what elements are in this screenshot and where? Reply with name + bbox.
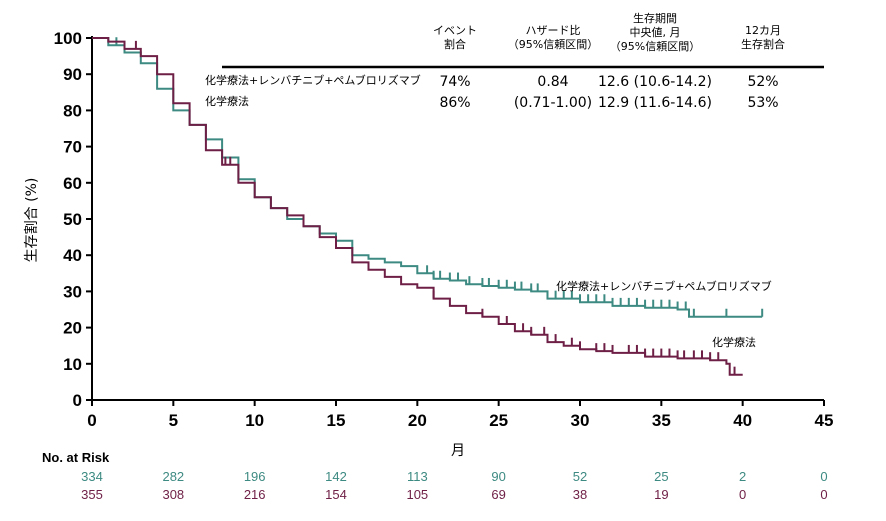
x-tick-label: 45 bbox=[815, 411, 834, 430]
y-tick-label: 0 bbox=[73, 391, 82, 410]
y-tick-label: 80 bbox=[63, 101, 82, 120]
table-header: 生存期間 bbox=[633, 11, 677, 25]
y-axis-label: 生存割合 (%) bbox=[23, 178, 40, 263]
x-axis-label: 月 bbox=[451, 443, 465, 459]
at-risk-value: 142 bbox=[325, 469, 347, 484]
x-tick-label: 25 bbox=[489, 411, 508, 430]
at-risk-value: 196 bbox=[244, 469, 266, 484]
at-risk-value: 282 bbox=[162, 469, 184, 484]
at-risk-title: No. at Risk bbox=[42, 450, 110, 465]
y-tick-label: 10 bbox=[63, 355, 82, 374]
y-tick-label: 100 bbox=[54, 29, 82, 48]
at-risk-value: 69 bbox=[491, 487, 505, 502]
at-risk-value: 0 bbox=[739, 487, 746, 502]
y-tick-label: 60 bbox=[63, 174, 82, 193]
at-risk-value: 19 bbox=[654, 487, 668, 502]
at-risk-value: 52 bbox=[573, 469, 587, 484]
table-cell-events: 74% bbox=[439, 74, 470, 90]
y-tick-label: 50 bbox=[63, 210, 82, 229]
table-cell-12m: 53% bbox=[747, 95, 778, 111]
table-header: イベント bbox=[433, 24, 477, 37]
at-risk-value: 0 bbox=[820, 487, 827, 502]
at-risk-value: 355 bbox=[81, 487, 103, 502]
x-tick-label: 30 bbox=[571, 411, 590, 430]
table-cell-median: 12.6 (10.6-14.2) bbox=[598, 74, 712, 90]
table-row-label: 化学療法+レンバチニブ+ペムブロリズマブ bbox=[205, 73, 421, 87]
at-risk-value: 105 bbox=[406, 487, 428, 502]
table-header: 12カ月 bbox=[745, 24, 781, 37]
table-cell-hr: 0.84 bbox=[537, 74, 568, 90]
axes: 0 10 20 30 40 50 60 70 80 90 100 0 5 10 15 20 25 30 35 40 45… bbox=[23, 29, 833, 459]
x-tick-label: 0 bbox=[87, 411, 96, 430]
y-tick-label: 40 bbox=[63, 246, 82, 265]
table-cell-12m: 52% bbox=[747, 74, 778, 90]
table-cell-events: 86% bbox=[439, 95, 470, 111]
x-tick-label: 15 bbox=[327, 411, 346, 430]
at-risk-value: 25 bbox=[654, 469, 668, 484]
x-tick-label: 10 bbox=[245, 411, 264, 430]
y-tick-label: 70 bbox=[63, 138, 82, 157]
at-risk-value: 113 bbox=[407, 469, 428, 484]
table-row-label: 化学療法 bbox=[205, 94, 249, 108]
series-end-label-combo: 化学療法+レンバチニブ+ペムブロリズマブ bbox=[556, 279, 772, 293]
at-risk-value: 2 bbox=[739, 469, 746, 484]
table-header: 生存割合 bbox=[741, 37, 785, 51]
at-risk-table: No. at Risk 334 282 196 142 113 90 52 25 2 0 355 308… bbox=[42, 450, 828, 502]
at-risk-value: 0 bbox=[820, 469, 827, 484]
table-cell-hr: (0.71-1.00) bbox=[514, 95, 592, 111]
y-tick-label: 20 bbox=[63, 319, 82, 338]
x-tick-label: 5 bbox=[169, 411, 178, 430]
at-risk-value: 334 bbox=[81, 469, 103, 484]
y-tick-label: 30 bbox=[63, 282, 82, 301]
table-header: 割合 bbox=[444, 37, 466, 51]
table-header: 中央値, 月 bbox=[630, 26, 681, 39]
y-tick-label: 90 bbox=[63, 65, 82, 84]
table-cell-median: 12.9 (11.6-14.6) bbox=[598, 95, 712, 111]
x-tick-label: 40 bbox=[733, 411, 752, 430]
at-risk-value: 216 bbox=[244, 487, 266, 502]
x-tick-label: 35 bbox=[652, 411, 671, 430]
series-end-label-chemo: 化学療法 bbox=[712, 335, 756, 349]
at-risk-value: 308 bbox=[162, 487, 184, 502]
at-risk-value: 154 bbox=[325, 487, 347, 502]
at-risk-value: 90 bbox=[491, 469, 505, 484]
table-header: （95%信頼区間） bbox=[508, 38, 598, 51]
table-header: （95%信頼区間） bbox=[610, 40, 700, 53]
x-tick-label: 20 bbox=[408, 411, 427, 430]
table-header: ハザード比 bbox=[526, 24, 581, 37]
at-risk-value: 38 bbox=[573, 487, 587, 502]
